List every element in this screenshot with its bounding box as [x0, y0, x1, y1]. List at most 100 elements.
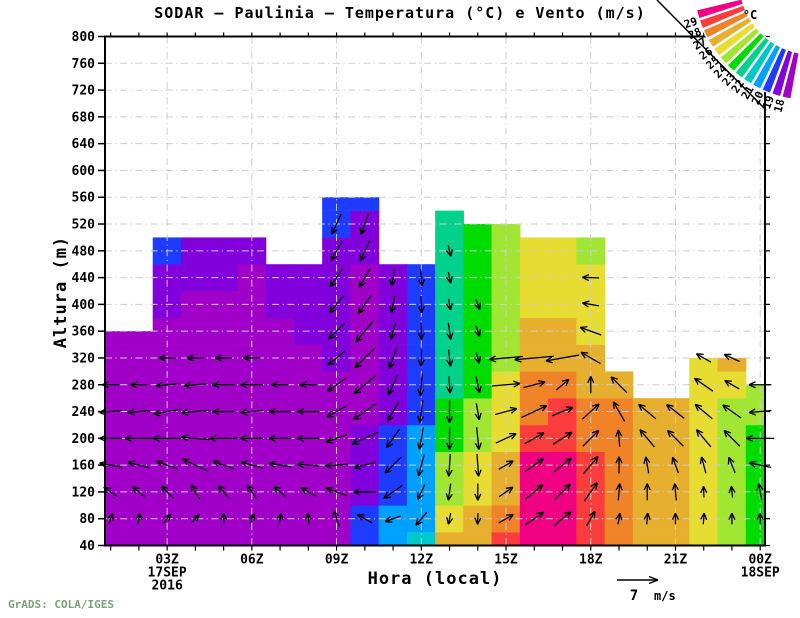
wind-arrow-head: [220, 512, 228, 520]
wind-arrow: [554, 483, 572, 501]
wind-arrow-head: [127, 460, 136, 468]
wind-arrow-head: [299, 381, 307, 389]
x-tick-label: 00Z: [748, 553, 772, 568]
temp-cell: [519, 532, 549, 546]
wind-arrow-head: [514, 355, 522, 363]
legend-boundary-label: 19: [760, 94, 777, 111]
wind-arrow: [296, 407, 320, 416]
wind-arrow-head: [182, 458, 190, 466]
grid-lines: [105, 36, 765, 546]
y-tick-label: 120: [72, 485, 96, 500]
wind-arrow-head: [417, 415, 425, 423]
wind-arrow-head: [389, 332, 396, 340]
wind-arrow: [488, 355, 523, 363]
wind-arrow: [299, 381, 317, 389]
wind-arrow-head: [217, 484, 225, 493]
wind-arrow: [612, 401, 626, 422]
wind-arrow-shaft: [360, 213, 370, 235]
wind-arrow: [474, 325, 482, 337]
wind-arrow-head: [445, 469, 453, 477]
wind-arrow: [579, 326, 602, 336]
wind-arrow-shaft: [582, 276, 600, 279]
temp-cell: [717, 532, 747, 546]
wind-arrow-head: [671, 483, 679, 491]
reference-arrow-head: [648, 575, 659, 585]
wind-arrow-shaft: [545, 354, 580, 362]
wind-arrow-head: [156, 460, 164, 467]
wind-arrow-shaft: [249, 513, 255, 525]
wind-arrow: [268, 434, 292, 442]
wind-arrow-shaft: [99, 462, 122, 468]
wind-arrow-shaft: [525, 484, 544, 500]
wind-arrow-head: [353, 387, 362, 395]
legend-color-wedge: [698, 4, 747, 30]
wind-arrow-shaft: [330, 240, 343, 261]
wind-arrow-head: [445, 249, 453, 257]
wind-arrow-shaft: [638, 403, 657, 420]
wind-arrow: [181, 408, 210, 416]
wind-arrow-head: [416, 468, 424, 477]
wind-arrow-shaft: [666, 404, 685, 419]
wind-arrow-head: [357, 306, 365, 315]
wind-arrow-shaft: [300, 487, 316, 497]
wind-arrow-shaft: [674, 483, 677, 501]
wind-arrow: [332, 510, 341, 527]
wind-arrow-head: [509, 406, 518, 414]
wind-arrow-head: [152, 409, 161, 417]
wind-arrow-head: [330, 253, 338, 262]
wind-arrow-shaft: [585, 511, 596, 527]
wind-arrow: [693, 377, 714, 392]
reference-vector: 7 m/s: [617, 575, 676, 604]
wind-arrow-head: [756, 512, 764, 520]
wind-arrow-shaft: [498, 486, 514, 498]
wind-arrow-head: [271, 381, 279, 389]
wind-arrow-head: [124, 434, 132, 442]
wind-arrow: [130, 381, 148, 389]
wind-arrow-head: [615, 483, 623, 491]
wind-arrow-head: [592, 403, 600, 411]
wind-arrow-shaft: [617, 513, 621, 525]
wind-arrow: [643, 483, 651, 501]
wind-arrow-shaft: [758, 483, 763, 501]
wind-arrow: [474, 376, 482, 394]
wind-arrow: [498, 486, 514, 498]
wind-arrow: [158, 354, 176, 362]
temp-cell: [293, 532, 323, 546]
wind-arrow-shaft: [475, 298, 481, 310]
wind-arrow-head: [563, 483, 572, 491]
temp-cell: [378, 532, 408, 546]
wind-arrow: [357, 294, 372, 315]
wind-arrow: [524, 458, 545, 473]
temp-cell: [350, 197, 380, 211]
wind-arrow: [474, 403, 482, 421]
wind-arrow-head: [445, 493, 453, 501]
y-tick-label: 720: [72, 84, 96, 99]
wind-arrow-shaft: [132, 486, 146, 498]
wind-arrow-shaft: [352, 402, 377, 421]
chart-title: SODAR – Paulinia – Temperatura (°C) e Ve…: [154, 4, 646, 22]
wind-arrow: [212, 407, 235, 416]
wind-arrow: [186, 354, 204, 362]
wind-arrow-head: [564, 510, 572, 519]
wind-arrow: [446, 513, 454, 525]
wind-arrow-head: [417, 492, 424, 501]
wind-arrow-shaft: [383, 484, 403, 499]
wind-arrow-head: [328, 305, 337, 314]
wind-arrow-head: [474, 517, 482, 525]
wind-arrow-shaft: [492, 382, 521, 387]
wind-arrow-head: [329, 279, 337, 288]
wind-arrow-shaft: [103, 486, 118, 498]
wind-arrow-shaft: [325, 433, 348, 443]
wind-arrow-head: [192, 514, 200, 522]
wind-arrow-shaft: [524, 458, 544, 473]
wind-arrow: [585, 510, 596, 527]
wind-arrow: [268, 460, 292, 468]
wind-arrow-shaft: [447, 513, 452, 525]
wind-arrow-head: [417, 388, 425, 397]
wind-arrow-shaft: [297, 463, 320, 467]
wind-arrow-head: [158, 354, 166, 362]
wind-arrow: [671, 456, 679, 474]
wind-arrow-head: [417, 305, 425, 314]
wind-arrow: [328, 295, 345, 314]
